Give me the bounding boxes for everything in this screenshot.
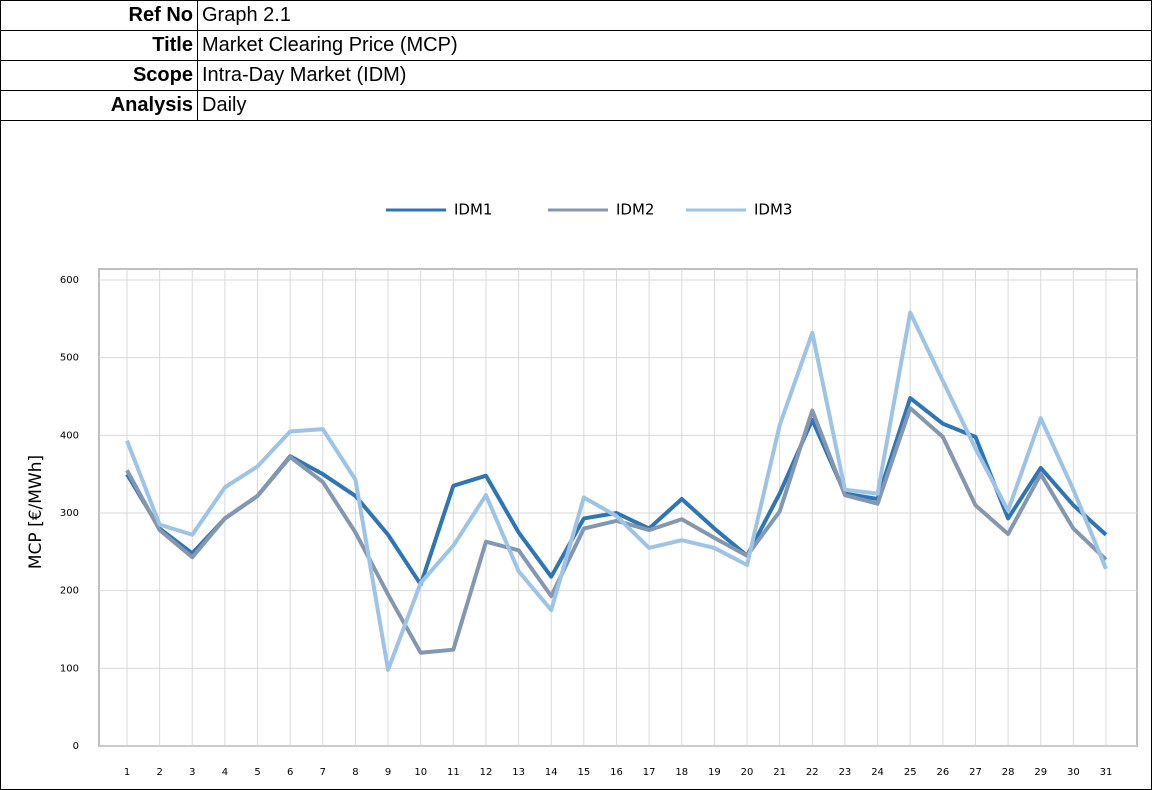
x-tick-label: 13 bbox=[512, 767, 525, 778]
field-value: Market Clearing Price (MCP) bbox=[197, 30, 1151, 61]
x-tick-label: 8 bbox=[352, 767, 358, 778]
x-tick-label: 21 bbox=[773, 767, 786, 778]
x-tick-label: 27 bbox=[969, 767, 982, 778]
x-tick-label: 17 bbox=[643, 767, 656, 778]
x-tick-label: 7 bbox=[320, 767, 326, 778]
legend-label: IDM2 bbox=[616, 201, 654, 219]
x-tick-label: 22 bbox=[806, 767, 819, 778]
x-tick-label: 5 bbox=[254, 767, 260, 778]
y-tick-label: 200 bbox=[60, 586, 79, 597]
x-tick-label: 24 bbox=[871, 767, 884, 778]
x-tick-label: 28 bbox=[1002, 767, 1015, 778]
x-tick-label: 11 bbox=[447, 767, 460, 778]
x-tick-label: 12 bbox=[480, 767, 493, 778]
plot-frame bbox=[98, 268, 1138, 747]
grid bbox=[99, 269, 1137, 747]
header-table: Ref No Graph 2.1 Title Market Clearing Pri… bbox=[1, 1, 1151, 121]
series-line bbox=[125, 406, 1108, 655]
x-tick-label: 20 bbox=[741, 767, 754, 778]
y-tick-label: 400 bbox=[60, 430, 79, 441]
x-tick-label: 2 bbox=[156, 767, 162, 778]
x-tick-label: 29 bbox=[1034, 767, 1047, 778]
y-tick-label: 500 bbox=[60, 353, 79, 364]
field-value: Intra-Day Market (IDM) bbox=[197, 60, 1151, 91]
y-tick-label: 300 bbox=[60, 508, 79, 519]
field-label: Ref No bbox=[1, 1, 198, 31]
field-label: Analysis bbox=[1, 90, 198, 121]
x-tick-label: 9 bbox=[385, 767, 391, 778]
x-tick-label: 16 bbox=[610, 767, 623, 778]
x-tick-label: 26 bbox=[936, 767, 949, 778]
y-tick-label: 100 bbox=[60, 663, 79, 674]
x-tick-label: 19 bbox=[708, 767, 721, 778]
x-tick-label: 10 bbox=[414, 767, 427, 778]
legend-label: IDM1 bbox=[454, 201, 492, 219]
x-tick-label: 18 bbox=[675, 767, 688, 778]
x-tick-label: 25 bbox=[904, 767, 917, 778]
legend-label: IDM3 bbox=[754, 201, 792, 219]
x-tick-label: 4 bbox=[222, 767, 228, 778]
x-tick-label: 23 bbox=[839, 767, 852, 778]
x-tick-label: 1 bbox=[124, 767, 130, 778]
x-tick-label: 30 bbox=[1067, 767, 1080, 778]
y-tick-label: 600 bbox=[60, 275, 79, 286]
y-tick-label: 0 bbox=[73, 741, 79, 752]
x-tick-label: 3 bbox=[189, 767, 195, 778]
x-tick-label: 14 bbox=[545, 767, 558, 778]
x-tick-label: 31 bbox=[1100, 767, 1113, 778]
x-tick-label: 6 bbox=[287, 767, 293, 778]
field-value: Daily bbox=[197, 90, 1151, 121]
series-line bbox=[125, 310, 1108, 672]
x-tick-label: 15 bbox=[577, 767, 590, 778]
y-axis-label: MCP [€/MWh] bbox=[26, 455, 46, 569]
